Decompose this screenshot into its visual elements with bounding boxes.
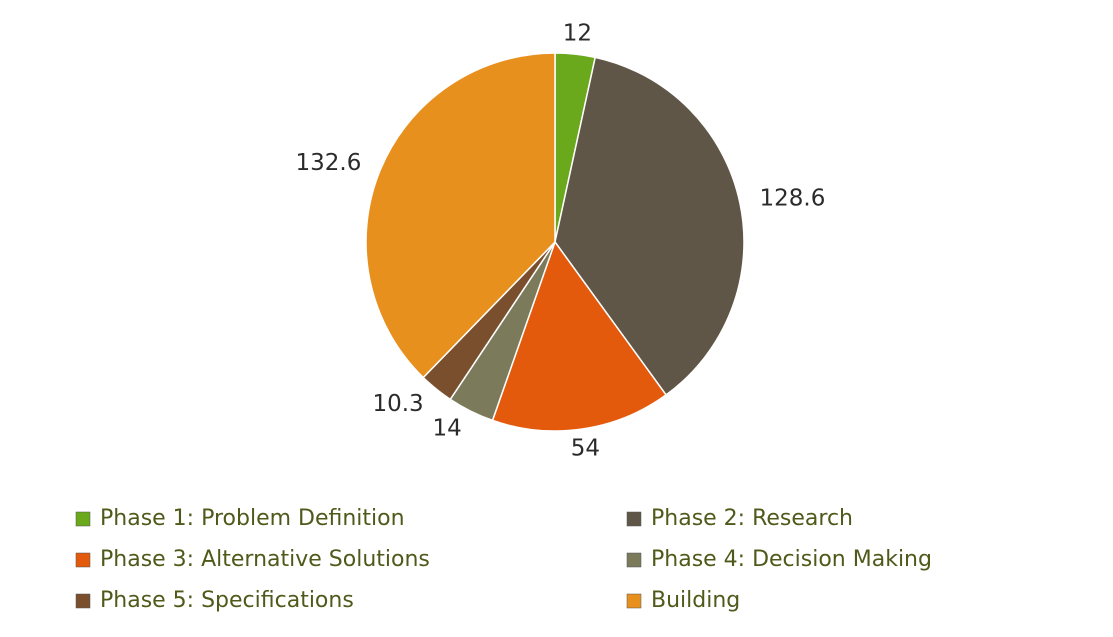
data-label: 10.3 <box>372 391 423 417</box>
pie-slice <box>491 240 668 432</box>
legend-marker <box>626 593 642 609</box>
data-label: 128.6 <box>760 186 826 212</box>
pie-slice <box>554 56 745 396</box>
legend-marker <box>75 593 91 609</box>
legend-label: Building <box>651 588 740 613</box>
legend-label: Phase 1: Problem Definition <box>100 506 405 531</box>
legend-marker <box>75 511 91 527</box>
legend-marker <box>75 552 91 568</box>
pie-slice <box>365 52 556 379</box>
legend-label: Phase 3: Alternative Solutions <box>100 547 430 572</box>
data-label: 54 <box>571 435 600 461</box>
legend-label: Phase 5: Specifications <box>100 588 354 613</box>
data-label: 12 <box>563 21 592 47</box>
legend-marker <box>626 552 642 568</box>
legend-marker <box>626 511 642 527</box>
data-label: 14 <box>433 416 462 442</box>
legend-label: Phase 2: Research <box>651 506 853 531</box>
data-label: 132.6 <box>295 150 361 176</box>
legend-label: Phase 4: Decision Making <box>651 547 932 572</box>
